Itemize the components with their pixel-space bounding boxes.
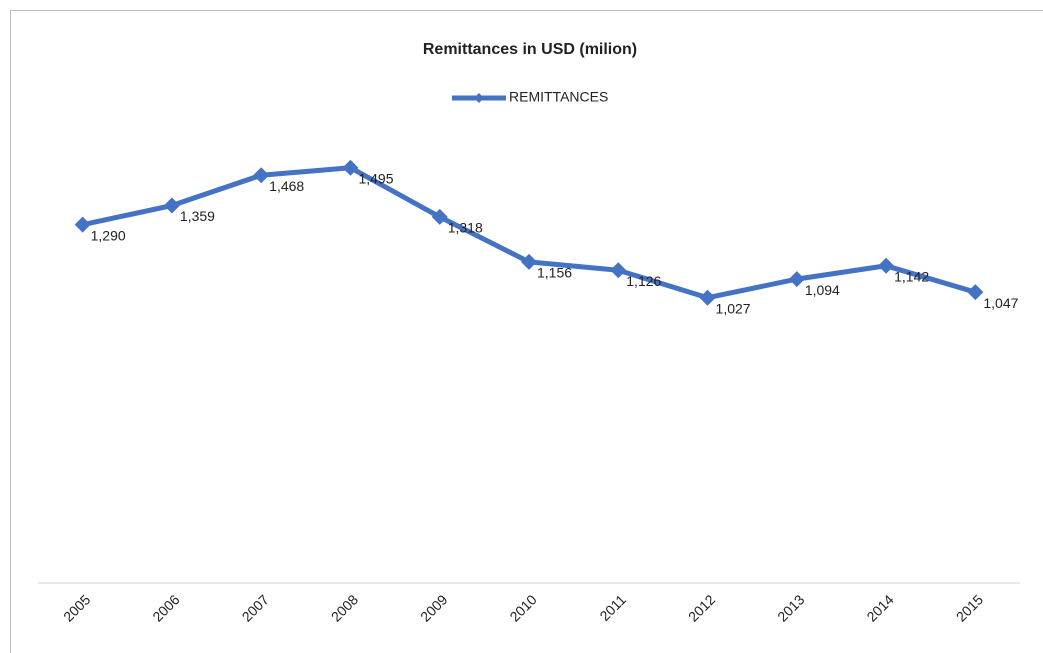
marker	[610, 262, 627, 279]
data-label: 1,318	[448, 220, 483, 236]
data-label: 1,495	[358, 170, 393, 186]
data-label: 1,468	[269, 178, 304, 194]
data-label: 1,094	[805, 282, 840, 298]
marker	[163, 197, 180, 214]
x-tick-label: 2015	[953, 591, 986, 624]
x-tick-label: 2006	[149, 591, 182, 624]
x-tick-label: 2014	[863, 591, 896, 624]
data-label: 1,126	[626, 273, 661, 289]
x-tick-label: 2013	[774, 591, 807, 624]
marker	[342, 159, 359, 176]
legend-label: REMITTANCES	[509, 89, 608, 105]
data-label: 1,142	[894, 268, 929, 284]
x-tick-label: 2007	[239, 591, 272, 624]
x-tick-label: 2011	[596, 591, 629, 624]
data-label: 1,047	[983, 295, 1018, 311]
marker	[74, 216, 91, 233]
marker	[699, 289, 716, 306]
data-label: 1,156	[537, 265, 572, 281]
chart-title: Remittances in USD (milion)	[423, 41, 637, 58]
marker	[253, 167, 270, 184]
data-label: 1,027	[716, 300, 751, 316]
x-tick-label: 2005	[60, 591, 93, 624]
marker	[967, 284, 984, 301]
line	[82, 165, 977, 301]
x-tick-label: 2010	[506, 591, 539, 624]
data-label: 1,359	[180, 208, 215, 224]
x-tick-label: 2008	[328, 591, 361, 624]
marker	[788, 271, 805, 288]
marker	[878, 257, 895, 274]
data-label: 1,290	[91, 227, 126, 243]
x-tick-label: 2009	[417, 591, 450, 624]
legend-marker	[474, 93, 484, 103]
chart-frame	[10, 10, 1043, 653]
marker	[431, 208, 448, 225]
marker	[521, 253, 537, 270]
x-tick-label: 2012	[685, 591, 718, 624]
